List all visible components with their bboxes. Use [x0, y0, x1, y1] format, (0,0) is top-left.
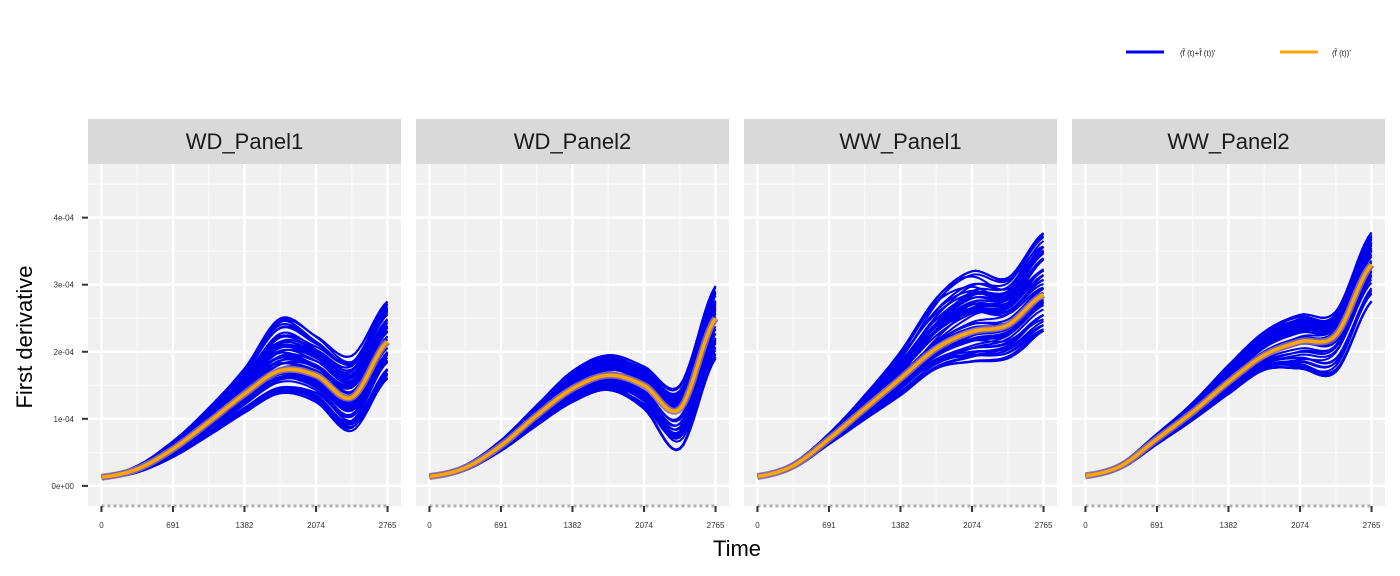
- legend-label-mean: (f̂ (t))': [1332, 49, 1351, 58]
- mean-curve-line: [101, 340, 389, 479]
- x-tick-label: 2074: [1291, 521, 1309, 530]
- mean-curve-line: [1085, 263, 1373, 478]
- y-tick-label: 2e-04: [54, 348, 75, 357]
- x-tick-label: 691: [166, 521, 180, 530]
- x-tick-label: 0: [99, 521, 104, 530]
- facet-strip: [88, 119, 401, 164]
- x-tick-label: 2765: [1035, 521, 1053, 530]
- x-tick-label: 2074: [963, 521, 981, 530]
- x-tick-label: 0: [427, 521, 432, 530]
- y-tick-label: 4e-04: [54, 214, 75, 223]
- y-axis-title: First derivative: [12, 265, 37, 408]
- facet-WW_Panel2: WW_Panel2 0 691 1382 2074 2765: [1072, 119, 1385, 530]
- x-tick-label: 691: [1150, 521, 1164, 530]
- y-tick-label: 1e-04: [54, 415, 75, 424]
- x-tick-label: 0: [1083, 521, 1088, 530]
- facet-panels: WD_Panel1 0 691 1382 2074 2765 0e+00 1e-04 2e-04…: [52, 119, 1385, 530]
- x-tick-label: 2074: [635, 521, 653, 530]
- facet-strip: [1072, 119, 1385, 164]
- x-tick-label: 2074: [307, 521, 325, 530]
- x-tick-label: 691: [822, 521, 836, 530]
- x-tick-label: 691: [494, 521, 508, 530]
- y-tick-label: 0e+00: [52, 482, 75, 491]
- facet-strip-label: WW_Panel2: [1167, 129, 1289, 154]
- x-tick-label: 1382: [564, 521, 582, 530]
- x-tick-label: 0: [755, 521, 760, 530]
- individual-curve-line: [101, 369, 389, 480]
- facet-WD_Panel2: WD_Panel2 0 691 1382 2074 2765: [416, 119, 729, 530]
- facet-strip: [416, 119, 729, 164]
- y-tick-label: 3e-04: [54, 281, 75, 290]
- x-tick-label: 2765: [707, 521, 725, 530]
- x-tick-label: 2765: [379, 521, 397, 530]
- mean-curve-line: [429, 317, 717, 479]
- facet-WW_Panel1: WW_Panel1 0 691 1382 2074 2765: [744, 119, 1057, 530]
- mean-curve-line: [757, 293, 1045, 479]
- facet-WD_Panel1: WD_Panel1 0 691 1382 2074 2765 0e+00 1e-04 2e-04…: [52, 119, 401, 530]
- x-tick-label: 1382: [892, 521, 910, 530]
- facet-strip-label: WW_Panel1: [839, 129, 961, 154]
- facet-strip-label: WD_Panel1: [186, 129, 303, 154]
- x-tick-label: 1382: [1220, 521, 1238, 530]
- facet-strip: [744, 119, 1057, 164]
- x-axis-title: Time: [713, 536, 761, 561]
- legend: (f̂ (t)+f̂ (t))' (f̂ (t))': [1126, 49, 1351, 58]
- legend-label-individual: (f̂ (t)+f̂ (t))': [1180, 49, 1216, 58]
- x-tick-label: 1382: [236, 521, 254, 530]
- facet-strip-label: WD_Panel2: [514, 129, 631, 154]
- x-tick-label: 2765: [1363, 521, 1381, 530]
